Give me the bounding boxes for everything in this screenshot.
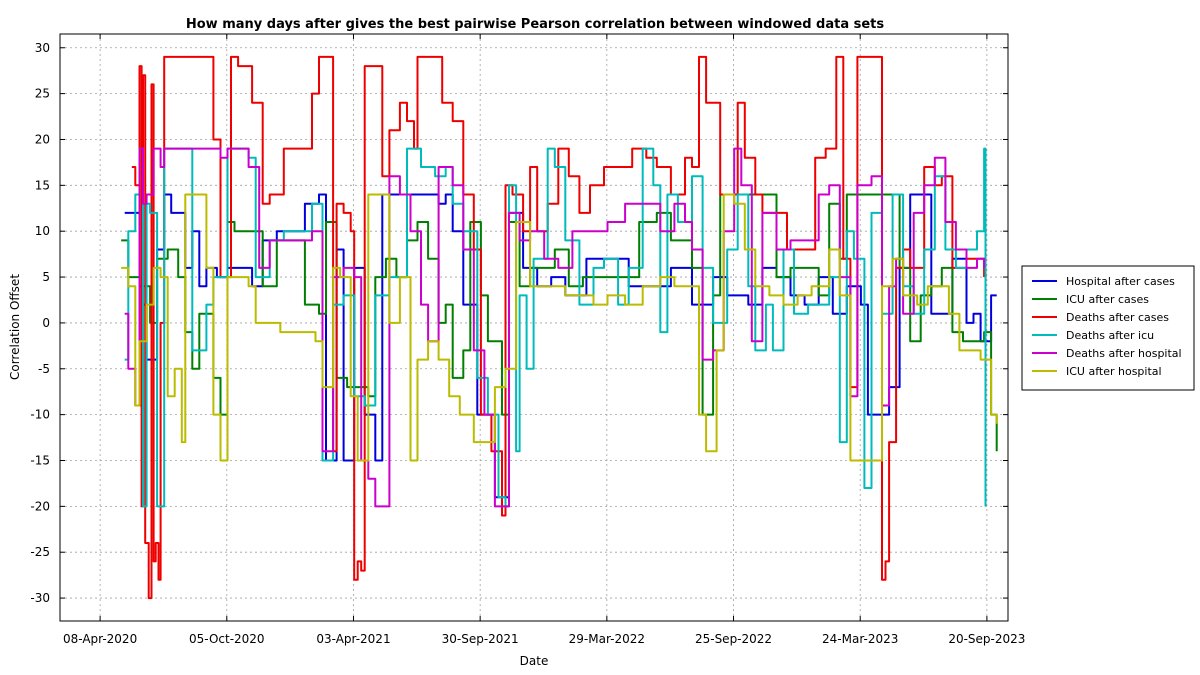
legend-label-icu-after-cases: ICU after cases	[1066, 293, 1149, 306]
plot-lines	[121, 55, 998, 600]
series-line-deaths-after-cases	[131, 55, 986, 600]
y-tick-label: 30	[35, 41, 50, 55]
legend-label-hospital-after-cases: Hospital after cases	[1066, 275, 1175, 288]
y-tick-label: 25	[35, 87, 50, 101]
series-line-deaths-after-icu	[124, 147, 987, 508]
legend-label-icu-after-hospital: ICU after hospital	[1066, 365, 1162, 378]
y-tick-label: 10	[35, 224, 50, 238]
y-tick-label: -15	[30, 453, 50, 467]
x-tick-label: 30-Sep-2021	[442, 632, 519, 646]
legend-label-deaths-after-cases: Deaths after cases	[1066, 311, 1169, 324]
y-axis-ticks: -30 -25 -20 -15 -10 -5 0 5 10 15 20 25 30	[30, 41, 1008, 605]
x-tick-label: 08-Apr-2020	[63, 632, 137, 646]
y-tick-label: 15	[35, 178, 50, 192]
y-tick-label: 20	[35, 132, 50, 146]
series-line-deaths-after-hospital	[124, 147, 986, 508]
legend-label-deaths-after-icu: Deaths after icu	[1066, 329, 1154, 342]
y-tick-label: 0	[42, 316, 50, 330]
y-axis-label: Correlation Offset	[8, 274, 22, 380]
y-tick-label: -5	[38, 362, 50, 376]
x-tick-label: 20-Sep-2023	[948, 632, 1025, 646]
chart-title: How many days after gives the best pairw…	[186, 17, 885, 32]
y-tick-label: -25	[30, 545, 50, 559]
x-axis-label: Date	[520, 654, 549, 668]
y-tick-label: -30	[30, 591, 50, 605]
x-tick-label: 05-Oct-2020	[189, 632, 265, 646]
x-axis-ticks: 08-Apr-2020 05-Oct-2020 03-Apr-2021 30-Sep-…	[63, 34, 1025, 646]
y-tick-label: -20	[30, 499, 50, 513]
legend: Hospital after cases ICU after cases Death…	[1021, 265, 1195, 391]
series-line-icu-after-hospital	[121, 193, 998, 462]
plot-frame	[59, 33, 1009, 622]
x-tick-label: 03-Apr-2021	[316, 632, 390, 646]
x-tick-label: 29-Mar-2022	[569, 632, 645, 646]
x-tick-label: 25-Sep-2022	[695, 632, 772, 646]
y-tick-label: 5	[42, 270, 50, 284]
y-tick-label: -10	[30, 408, 50, 422]
legend-label-deaths-after-hospital: Deaths after hospital	[1066, 347, 1182, 360]
legend-box	[1021, 265, 1195, 391]
x-tick-label: 24-Mar-2023	[822, 632, 898, 646]
